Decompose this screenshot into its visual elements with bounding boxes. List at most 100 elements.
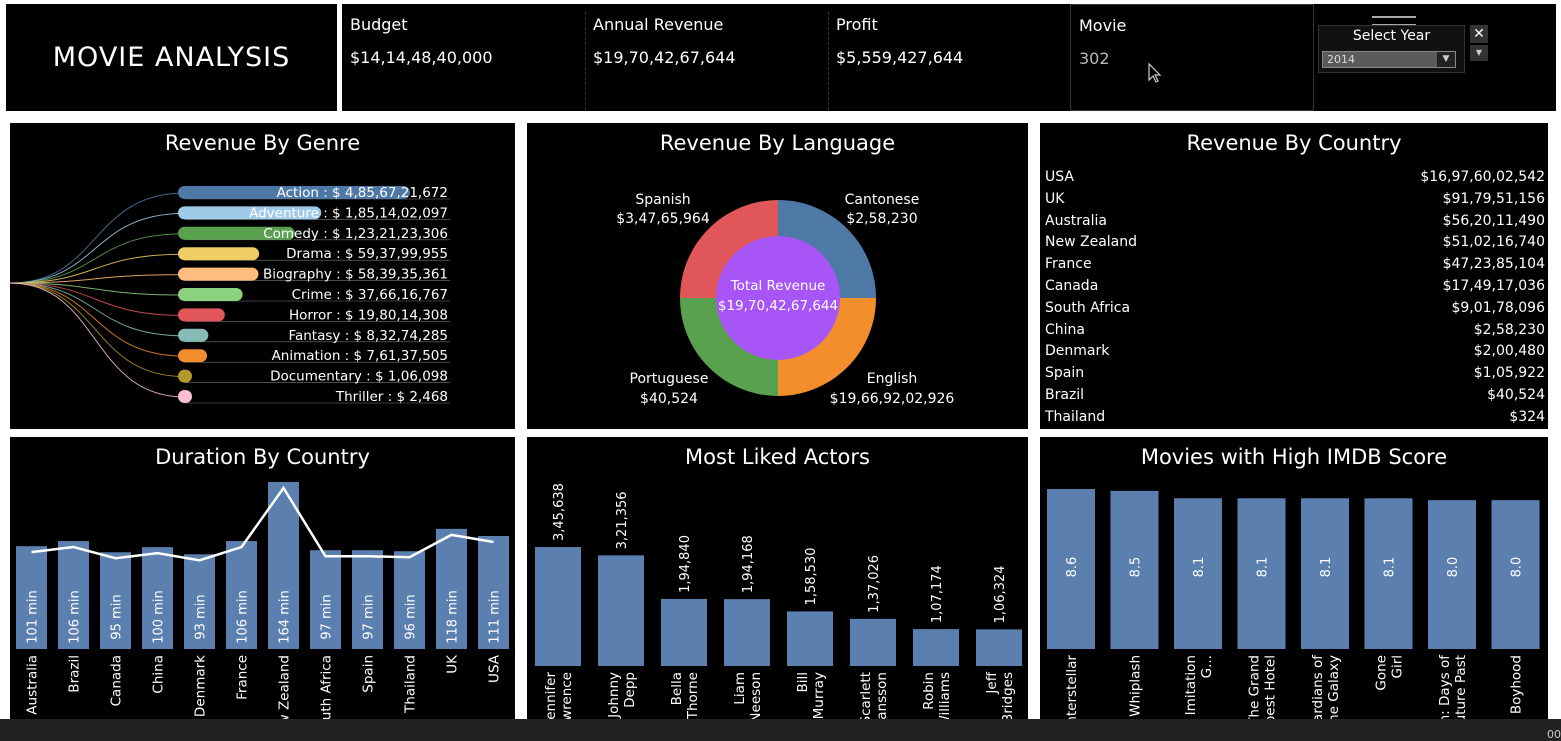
filter-menu-icon[interactable]: ▼ <box>1470 45 1488 61</box>
genre-flow-line <box>10 282 186 398</box>
language-value-label: $19,66,92,02,926 <box>830 391 955 407</box>
bar-value-label: 100 min <box>152 590 167 643</box>
category-label: Williams <box>937 672 953 719</box>
imdb-panel: Movies with High IMDB Score 8.6 Interstel… <box>1040 437 1548 719</box>
category-label: China <box>151 655 167 694</box>
country-name: Australia <box>1045 212 1107 229</box>
table-row: Brazil $40,524 <box>1040 385 1548 407</box>
bar-value-label: 96 min <box>404 594 419 639</box>
genre-label: Horror : $ 19,80,14,308 <box>289 307 448 323</box>
genre-flow-line <box>10 233 186 284</box>
bar-value-label: 101 min <box>26 590 41 643</box>
category-label: Guardians of <box>1310 654 1326 719</box>
category-label: Future Past <box>1453 655 1469 719</box>
language-name-label: Portuguese <box>630 371 709 387</box>
genre-bar <box>178 267 259 281</box>
bar-value-label: 8.5 <box>1129 557 1144 578</box>
kpi-profit: Profit $5,559,427,644 <box>828 4 1071 111</box>
bar-value-label: 106 min <box>236 590 251 643</box>
genre-label: Adventure : $ 1,85,14,02,097 <box>249 205 448 221</box>
country-revenue-value: $2,58,230 <box>1473 321 1545 338</box>
category-label: Murray <box>811 672 827 719</box>
country-name: New Zealand <box>1045 234 1137 251</box>
bar <box>226 541 257 649</box>
bar <box>724 599 770 666</box>
table-row: China $2,58,230 <box>1040 320 1548 342</box>
country-revenue-value: $2,00,480 <box>1473 343 1545 360</box>
category-label: Interstellar <box>1064 655 1080 719</box>
bar-value-label: 1,06,324 <box>993 566 1008 624</box>
kpi-movie[interactable]: Movie 302 <box>1070 4 1314 111</box>
genre-label: Fantasy : $ 8,32,74,285 <box>288 328 448 344</box>
category-label: Denmark <box>193 655 209 717</box>
bar <box>1301 498 1349 649</box>
panel-title: Most Liked Actors <box>685 445 870 469</box>
country-name: Spain <box>1045 365 1085 382</box>
language-donut-center <box>716 236 840 360</box>
category-label: Bridges <box>1000 672 1016 719</box>
category-label: Depp <box>622 672 638 708</box>
genre-bar <box>178 247 260 261</box>
bar <box>58 541 89 649</box>
category-label: Neeson <box>748 672 764 719</box>
panel-title: Revenue By Language <box>659 131 896 155</box>
bar <box>268 482 299 649</box>
country-name: UK <box>1045 190 1065 207</box>
country-name: USA <box>1045 169 1074 185</box>
genre-bar <box>178 288 243 301</box>
bar-value-label: 97 min <box>362 594 377 639</box>
bar-value-label: 1,07,174 <box>930 565 945 623</box>
bar <box>850 618 896 666</box>
bar-value-label: 8.0 <box>1446 557 1461 578</box>
country-name: South Africa <box>1045 299 1131 316</box>
genre-flow-line <box>10 253 186 284</box>
bar <box>100 552 131 649</box>
genre-bar <box>178 206 322 220</box>
category-label: Budapest Hotel <box>1263 655 1279 719</box>
kpi-value: $19,70,42,67,644 <box>593 48 736 67</box>
kpi-divider <box>828 12 829 110</box>
bar-value-label: 1,37,026 <box>867 555 882 613</box>
country-panel: Revenue By Country USA $16,97,60,02,542 UK… <box>1040 123 1548 429</box>
actors-panel: Most Liked Actors 3,45,638 Jennifer Lawren… <box>527 437 1028 719</box>
bar <box>535 547 581 666</box>
category-label: Jeff <box>984 671 1000 694</box>
year-select[interactable]: 2014 ▼ <box>1322 51 1456 68</box>
panel-title: Movies with High IMDB Score <box>1140 445 1448 469</box>
genre-panel: Revenue By Genre Action : $ 4,85,67,21,6… <box>10 123 515 429</box>
bar-value-label: 3,45,638 <box>552 483 567 541</box>
kpi-value: $5,559,427,644 <box>836 48 964 67</box>
table-row: Spain $1,05,922 <box>1040 363 1548 385</box>
table-row: UK $91,79,51,156 <box>1040 189 1548 211</box>
bar-value-label: 8.0 <box>1510 557 1525 578</box>
bar <box>478 535 509 649</box>
country-name: Brazil <box>1045 386 1085 403</box>
chevron-down-icon[interactable]: ▼ <box>1437 52 1455 67</box>
country-name: France <box>1045 256 1092 273</box>
actors-chart: 3,45,638 Jennifer Lawrence 3,21,356 Johnny De… <box>535 483 1022 719</box>
bar-value-label: 8.1 <box>1319 557 1334 578</box>
country-name: China <box>1045 321 1085 338</box>
country-revenue-value: $1,05,922 <box>1473 365 1545 382</box>
category-label: The Imitation <box>1183 655 1199 719</box>
table-row: Canada $17,49,17,036 <box>1040 276 1548 298</box>
genre-bar <box>178 390 192 403</box>
close-icon[interactable]: ✕ <box>1470 25 1488 43</box>
horizontal-scrollbar[interactable]: 00 <box>0 719 1561 741</box>
duration-trend-line <box>31 485 494 562</box>
category-label: Thorne <box>685 672 701 719</box>
genre-label: Biography : $ 58,39,35,361 <box>263 267 448 283</box>
category-label: Lawrence <box>559 672 575 719</box>
country-revenue-list: USA $16,97,60,02,542 UK $91,79,51,156 Austra… <box>1040 167 1548 429</box>
category-label: Girl <box>1390 655 1406 679</box>
bar <box>16 546 47 649</box>
bar <box>142 547 173 649</box>
genre-label: Animation : $ 7,61,37,505 <box>272 348 448 364</box>
genre-label: Documentary : $ 1,06,098 <box>270 369 448 385</box>
language-name-label: Spanish <box>635 192 690 208</box>
bar-value-label: 8.1 <box>1192 557 1207 578</box>
country-revenue-value: $9,01,78,096 <box>1451 299 1545 316</box>
category-label: France <box>235 655 251 700</box>
country-revenue-value: $51,02,16,740 <box>1442 234 1545 251</box>
bar <box>352 550 383 649</box>
